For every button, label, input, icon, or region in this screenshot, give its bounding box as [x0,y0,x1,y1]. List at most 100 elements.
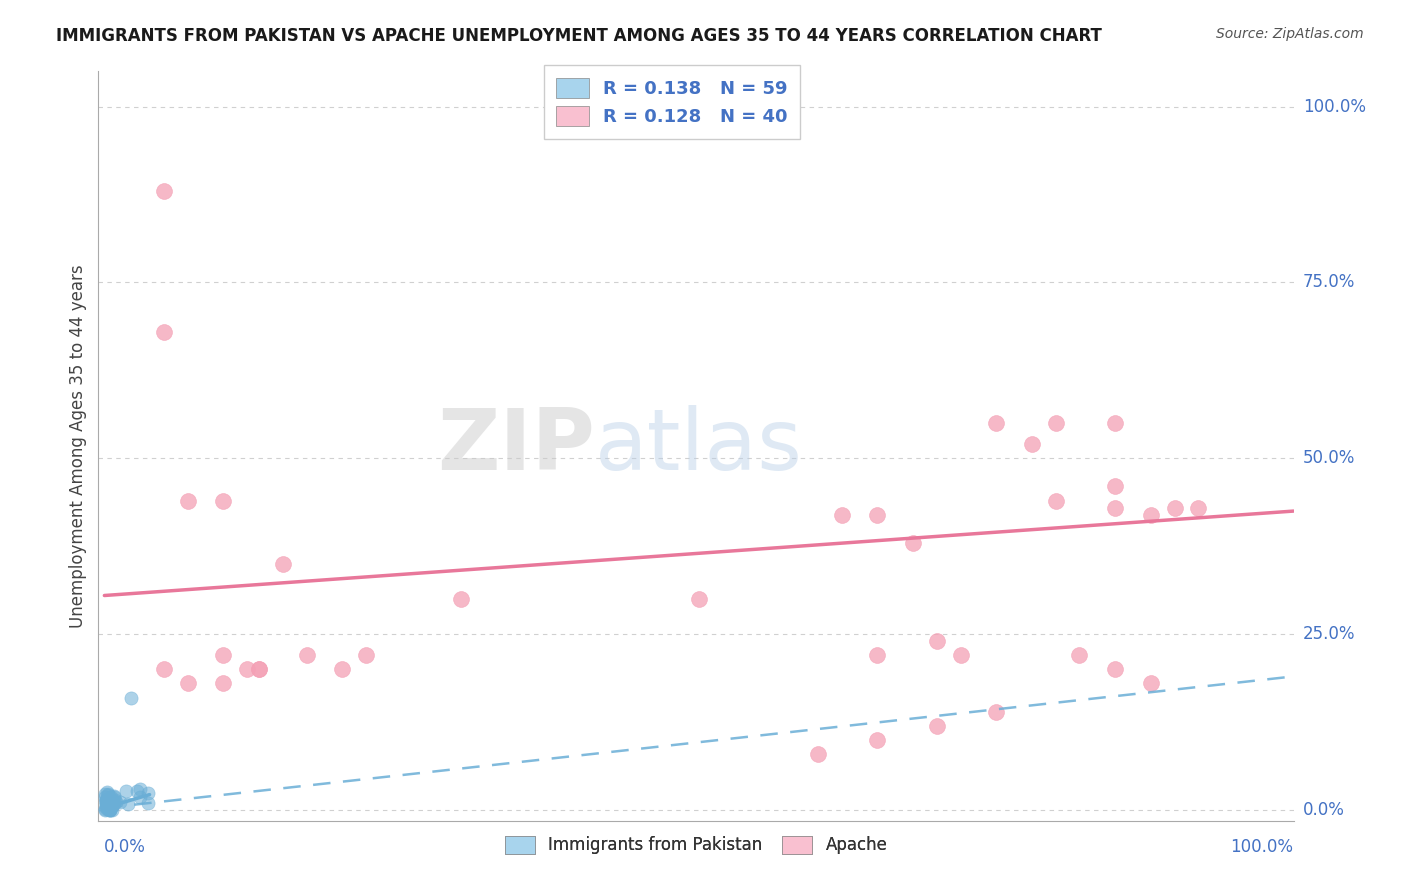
Point [129,790,152,805]
Point [1140,508,1163,522]
Point [94,803,117,817]
Text: ZIP: ZIP [437,404,595,488]
Point [96,800,118,814]
Point [986,416,1008,430]
Point [212,493,235,508]
Point [104,795,127,809]
Point [949,648,972,663]
Point [103,790,125,805]
Text: 0.0%: 0.0% [104,838,146,856]
Point [1045,416,1067,430]
Point [153,184,176,198]
Point [94,792,117,806]
Point [96,797,118,811]
Point [101,797,124,811]
Point [120,690,142,705]
Point [450,592,472,607]
Point [96,795,118,809]
Point [97,798,120,813]
Text: 100.0%: 100.0% [1303,97,1367,116]
Point [115,783,138,797]
Point [100,799,122,814]
Point [110,795,132,809]
Point [271,557,294,571]
Point [901,535,924,549]
Point [103,789,125,804]
Point [100,803,122,817]
Point [97,797,120,812]
Point [125,784,148,798]
Point [96,797,118,812]
Point [94,787,117,801]
Point [98,802,121,816]
Legend: Immigrants from Pakistan, Apache: Immigrants from Pakistan, Apache [498,829,894,861]
Point [96,800,118,814]
Point [176,676,198,690]
Point [295,648,318,663]
Point [94,789,117,804]
Point [96,785,118,799]
Point [103,796,125,810]
Point [176,493,198,508]
Point [1140,676,1163,690]
Point [94,794,117,808]
Point [117,797,139,811]
Point [1163,500,1185,515]
Point [96,799,118,814]
Point [688,592,710,607]
Point [96,798,118,813]
Point [138,796,160,810]
Point [97,788,120,802]
Point [100,798,122,813]
Text: 0.0%: 0.0% [1303,801,1346,819]
Point [247,662,270,676]
Point [925,634,948,648]
Point [212,676,235,690]
Point [96,797,118,811]
Point [98,800,121,814]
Text: 100.0%: 100.0% [1230,838,1294,856]
Point [94,793,117,807]
Text: atlas: atlas [595,404,803,488]
Point [96,792,118,806]
Point [97,802,120,816]
Point [97,792,120,806]
Text: IMMIGRANTS FROM PAKISTAN VS APACHE UNEMPLOYMENT AMONG AGES 35 TO 44 YEARS CORREL: IMMIGRANTS FROM PAKISTAN VS APACHE UNEMP… [56,27,1102,45]
Point [97,791,120,805]
Point [94,802,117,816]
Point [97,788,120,802]
Point [136,786,159,800]
Point [98,803,121,817]
Point [354,648,377,663]
Point [98,795,121,809]
Point [1104,662,1126,676]
Point [1104,479,1126,493]
Point [96,797,118,812]
Text: 25.0%: 25.0% [1303,625,1355,643]
Point [1045,493,1067,508]
Point [98,792,121,806]
Point [153,662,176,676]
Point [98,803,121,817]
Y-axis label: Unemployment Among Ages 35 to 44 years: Unemployment Among Ages 35 to 44 years [69,264,87,628]
Point [128,782,150,797]
Point [1104,500,1126,515]
Point [236,662,259,676]
Point [97,793,120,807]
Point [96,798,118,813]
Point [1187,500,1209,515]
Point [247,662,270,676]
Point [94,797,117,811]
Point [807,747,830,761]
Point [96,794,118,808]
Point [1069,648,1091,663]
Point [986,705,1008,719]
Point [212,648,235,663]
Point [153,325,176,339]
Point [866,732,889,747]
Point [96,795,118,809]
Point [104,792,127,806]
Point [330,662,353,676]
Text: Source: ZipAtlas.com: Source: ZipAtlas.com [1216,27,1364,41]
Point [925,719,948,733]
